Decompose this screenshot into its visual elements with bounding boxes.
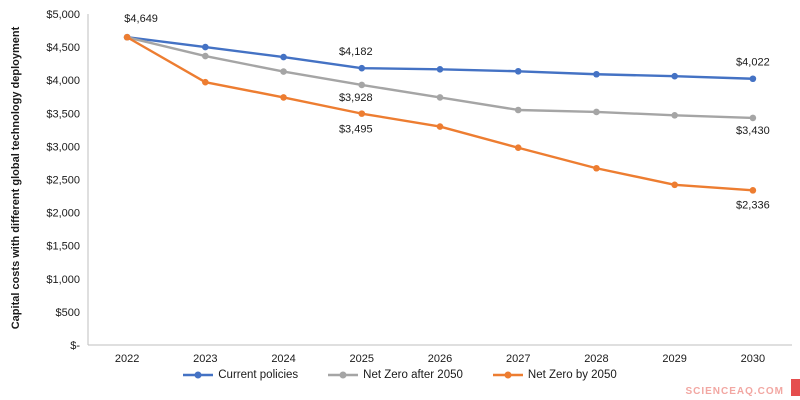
x-tick-label: 2027: [506, 353, 530, 365]
data-point: [671, 181, 678, 189]
data-point: [280, 68, 287, 75]
chart-page: Capital costs with different global tech…: [10, 9, 800, 397]
x-tick-label: 2023: [193, 353, 217, 365]
data-point: [436, 65, 444, 73]
y-tick-label: $1,500: [46, 241, 80, 253]
legend-item-0: Current policies: [183, 369, 298, 381]
legend-item-2: Net Zero by 2050: [492, 369, 617, 381]
data-point: [593, 108, 600, 116]
data-point: [671, 111, 678, 119]
data-point: [436, 94, 444, 101]
x-tick-label: 2028: [584, 353, 608, 365]
x-tick-label: 2022: [115, 353, 139, 365]
x-tick-label: 2024: [271, 353, 295, 365]
data-label: $4,022: [736, 57, 770, 69]
chart-legend: Current policies Net Zero after 2050 Net Z…: [0, 369, 800, 381]
data-point: [514, 144, 522, 152]
data-point: [280, 53, 287, 61]
data-point: [358, 64, 366, 72]
y-tick-label: $-: [70, 340, 80, 352]
data-point: [514, 106, 522, 114]
data-point: [280, 94, 287, 101]
data-point: [514, 67, 522, 75]
legend-item-1: Net Zero after 2050: [328, 369, 463, 381]
data-label: $2,336: [736, 199, 770, 211]
y-tick-label: $3,000: [46, 141, 80, 153]
data-point: [749, 114, 757, 122]
watermark-text: SCIENCEAQ.COM: [685, 386, 784, 397]
data-point: [593, 70, 600, 78]
y-tick-label: $4,500: [46, 42, 80, 54]
legend-marker-icon: [492, 371, 523, 379]
data-point: [202, 43, 209, 51]
legend-marker-icon: [328, 371, 359, 379]
y-axis-title: Capital costs with different global tech…: [10, 26, 22, 330]
line-chart: $- $500 $1,000 $1,500 $2,000 $2,500 $3,000 $3,5…: [46, 9, 792, 365]
y-tick-label: $4,000: [46, 75, 80, 87]
watermark-logo: [791, 379, 800, 396]
y-tick-label: $500: [56, 307, 80, 319]
data-label: $3,430: [736, 125, 770, 137]
data-label: $4,649: [124, 13, 158, 25]
legend-label: Net Zero after 2050: [363, 369, 463, 381]
data-point: [436, 123, 444, 130]
x-tick-label: 2030: [741, 353, 765, 365]
data-label: $3,495: [339, 124, 373, 136]
legend-marker-icon: [183, 371, 214, 379]
y-tick-label: $5,000: [46, 9, 80, 21]
y-tick-label: $2,000: [46, 208, 80, 220]
x-tick-label: 2025: [350, 353, 374, 365]
x-tick-label: 2026: [428, 353, 452, 365]
data-label: $3,928: [339, 92, 373, 104]
data-point: [123, 33, 131, 41]
data-point: [358, 81, 366, 89]
data-point: [749, 75, 757, 83]
data-point: [671, 72, 678, 80]
y-tick-label: $1,000: [46, 274, 80, 286]
data-point: [202, 78, 209, 86]
y-tick-label: $2,500: [46, 175, 80, 187]
data-point: [358, 110, 366, 117]
legend-label: Current policies: [218, 369, 299, 381]
data-point: [593, 164, 600, 172]
data-label: $4,182: [339, 46, 373, 58]
legend-label: Net Zero by 2050: [527, 369, 617, 381]
data-point: [202, 52, 209, 60]
x-tick-label: 2029: [662, 353, 686, 365]
data-point: [749, 187, 757, 194]
y-tick-label: $3,500: [46, 108, 80, 120]
